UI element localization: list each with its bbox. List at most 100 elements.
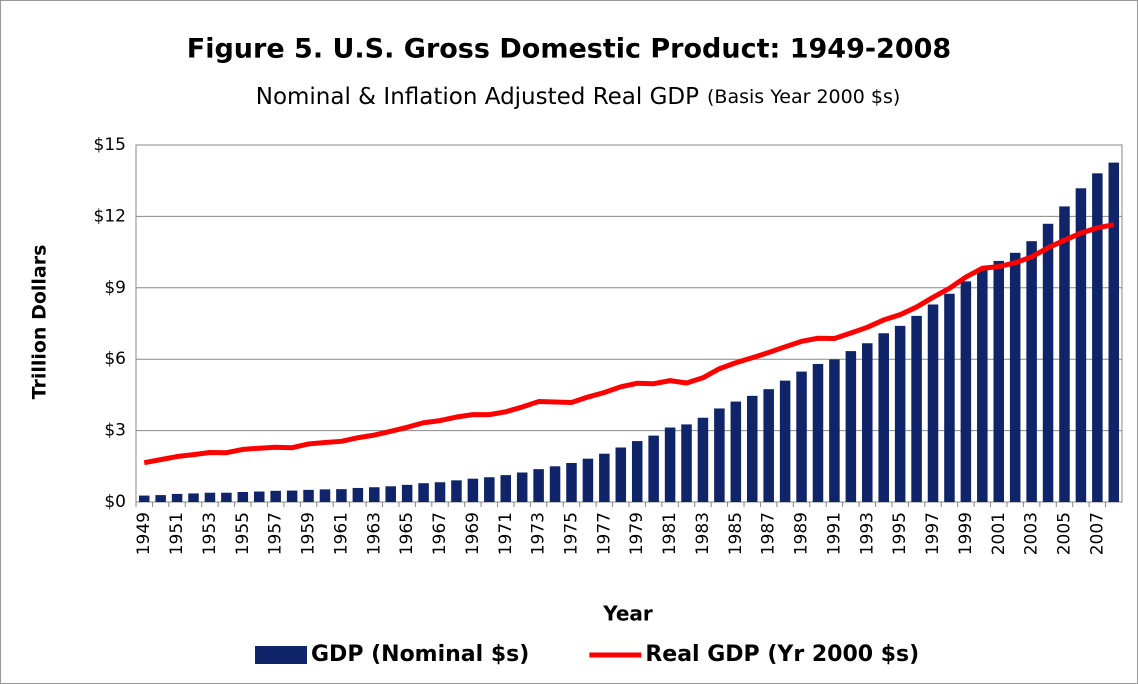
x-tick-label: 1989 xyxy=(792,512,812,555)
bar xyxy=(714,408,725,502)
bar xyxy=(944,293,955,502)
bar xyxy=(1108,162,1120,502)
bar xyxy=(878,333,889,502)
x-tick-label: 1971 xyxy=(496,512,516,555)
x-tick-label: 1975 xyxy=(561,512,581,555)
bar xyxy=(582,458,594,502)
x-tick-label: 2003 xyxy=(1022,512,1042,555)
bar xyxy=(664,427,676,502)
x-tick-label: 1995 xyxy=(890,512,910,555)
bar xyxy=(385,486,396,502)
bar xyxy=(599,453,610,502)
bar xyxy=(730,401,742,502)
subtitle-note: (Basis Year 2000 $s) xyxy=(707,86,900,108)
bar xyxy=(1042,223,1054,502)
bar xyxy=(681,424,692,502)
subtitle-main: Nominal & Inflation Adjusted Real GDP xyxy=(256,84,699,110)
bar xyxy=(138,495,150,502)
x-tick-label: 1999 xyxy=(956,512,976,555)
legend-swatch xyxy=(255,646,307,664)
x-tick-label: 1961 xyxy=(331,512,351,555)
bar xyxy=(960,281,972,502)
bar xyxy=(336,489,347,502)
x-tick-label: 1973 xyxy=(529,512,549,555)
x-tick-label: 1959 xyxy=(299,512,319,555)
bar xyxy=(862,343,873,502)
bar xyxy=(1092,173,1103,502)
x-tick-label: 1955 xyxy=(233,512,253,555)
chart-subtitle: Nominal & Inflation Adjusted Real GDP (Ba… xyxy=(256,84,901,110)
x-tick-label: 2001 xyxy=(989,512,1009,555)
bar xyxy=(418,483,429,502)
bar xyxy=(319,489,331,502)
bar xyxy=(796,371,807,502)
x-tick-label: 1979 xyxy=(627,512,647,555)
bar xyxy=(779,380,791,502)
bar xyxy=(1059,206,1070,503)
y-axis-label: Trillion Dollars xyxy=(29,245,51,400)
bar xyxy=(1009,252,1021,502)
bar xyxy=(927,304,939,502)
bar xyxy=(369,487,380,502)
x-tick-label: 1993 xyxy=(857,512,877,555)
bar xyxy=(516,472,528,502)
y-tick-label: $6 xyxy=(104,349,126,369)
x-tick-label: 1951 xyxy=(167,512,187,555)
x-tick-label: 1985 xyxy=(726,512,746,555)
legend-label: Real GDP (Yr 2000 $s) xyxy=(645,642,919,667)
bar xyxy=(155,495,166,502)
line xyxy=(143,222,1115,466)
bar xyxy=(253,491,265,502)
x-axis-label: Year xyxy=(602,602,653,626)
bar xyxy=(993,260,1005,502)
bar xyxy=(451,480,462,502)
bar xyxy=(533,469,544,502)
bar xyxy=(237,492,249,502)
bar xyxy=(484,477,495,502)
bar xyxy=(434,482,446,502)
bar xyxy=(648,435,659,502)
x-tick-label: 1983 xyxy=(693,512,713,555)
x-tick-label: 1991 xyxy=(824,512,844,555)
x-tick-label: 2005 xyxy=(1054,512,1074,555)
bar xyxy=(1026,241,1037,503)
bar xyxy=(467,478,479,502)
bar xyxy=(352,487,364,502)
plot-area xyxy=(135,144,1123,503)
chart-title: Figure 5. U.S. Gross Domestic Product: 1… xyxy=(187,34,951,65)
y-tick-label: $0 xyxy=(104,492,126,512)
bar xyxy=(286,490,298,502)
y-tick-label: $12 xyxy=(94,206,126,226)
x-tick-label: 1957 xyxy=(266,512,286,555)
bar xyxy=(845,351,857,502)
x-tick-label: 1967 xyxy=(430,512,450,555)
x-tick-label: 1969 xyxy=(463,512,483,555)
x-tick-label: 1953 xyxy=(200,512,220,555)
bar xyxy=(812,363,824,502)
bar xyxy=(270,490,281,502)
x-tick-label: 1963 xyxy=(364,512,384,555)
x-tick-label: 1965 xyxy=(397,512,417,555)
bar xyxy=(401,484,413,502)
legend-label: GDP (Nominal $s) xyxy=(311,642,529,667)
y-tick-label: $9 xyxy=(104,278,126,298)
x-tick-label: 1949 xyxy=(134,512,154,555)
x-tick-label: 1977 xyxy=(594,512,614,555)
bar xyxy=(615,447,627,502)
bar xyxy=(631,441,643,502)
x-tick-label: 1981 xyxy=(660,512,680,555)
bar xyxy=(566,462,577,502)
bar xyxy=(697,417,709,502)
bar xyxy=(500,475,512,502)
y-tick-label: $15 xyxy=(94,135,126,155)
x-tick-label: 1987 xyxy=(759,512,779,555)
bar xyxy=(763,389,774,502)
bar xyxy=(171,493,183,502)
x-tick-label: 2007 xyxy=(1087,512,1107,555)
y-tick-label: $3 xyxy=(104,421,126,441)
bar xyxy=(188,493,199,502)
bar xyxy=(746,395,758,502)
bar xyxy=(829,359,840,502)
bar xyxy=(977,268,988,502)
